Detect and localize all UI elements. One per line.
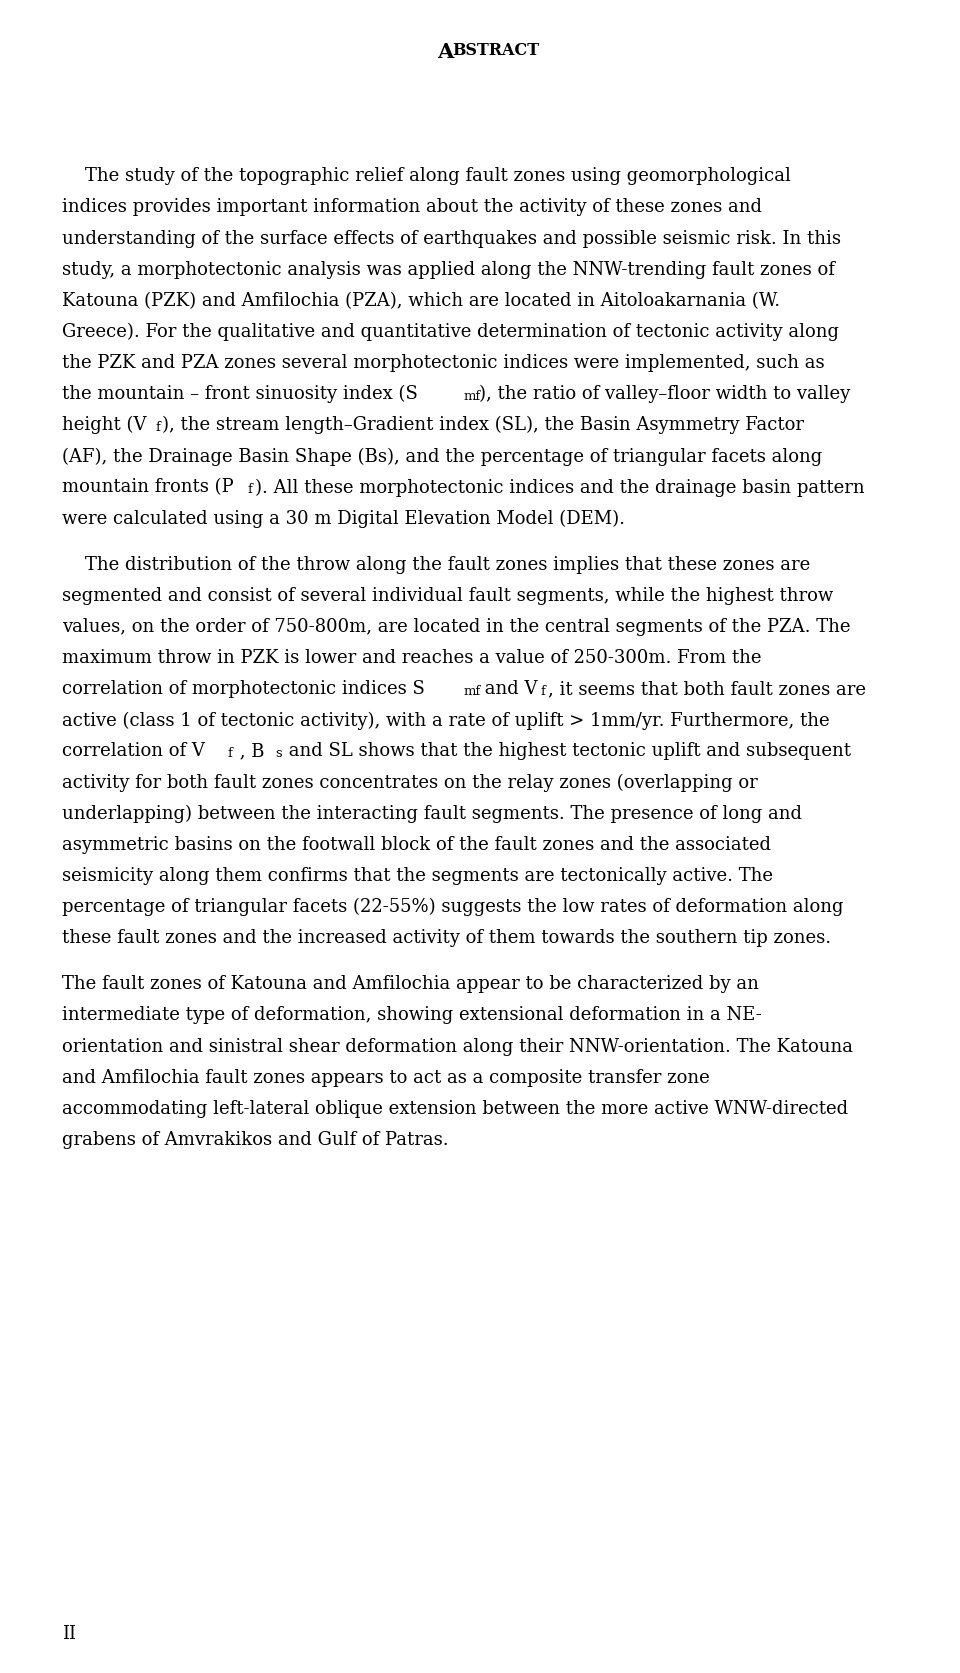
Text: Katouna (PZK) and Amfilochia (PZA), which are located in Aitoloakarnania (W.: Katouna (PZK) and Amfilochia (PZA), whic… [62,291,780,310]
Text: activity for both fault zones concentrates on the relay zones (overlapping or: activity for both fault zones concentrat… [62,773,758,791]
Text: asymmetric basins on the footwall block of the fault zones and the associated: asymmetric basins on the footwall block … [62,836,772,853]
Text: mf: mf [464,390,481,403]
Text: indices provides important information about the activity of these zones and: indices provides important information a… [62,199,762,216]
Text: percentage of triangular facets (22-55%) suggests the low rates of deformation a: percentage of triangular facets (22-55%)… [62,898,844,917]
Text: The fault zones of Katouna and Amfilochia appear to be characterized by an: The fault zones of Katouna and Amfilochi… [62,975,759,994]
Text: mf: mf [464,684,481,698]
Text: ), the ratio of valley–floor width to valley: ), the ratio of valley–floor width to va… [479,385,850,403]
Text: mountain fronts (P: mountain fronts (P [62,478,234,497]
Text: correlation of V: correlation of V [62,743,205,761]
Text: A: A [437,42,453,62]
Text: study, a morphotectonic analysis was applied along the NNW-trending fault zones : study, a morphotectonic analysis was app… [62,261,835,279]
Text: ), the stream length–Gradient index (SL), the Basin Asymmetry Factor: ), the stream length–Gradient index (SL)… [162,417,804,435]
Text: f: f [248,483,252,497]
Text: and SL shows that the highest tectonic uplift and subsequent: and SL shows that the highest tectonic u… [283,743,852,761]
Text: ). All these morphotectonic indices and the drainage basin pattern: ). All these morphotectonic indices and … [255,478,865,497]
Text: f: f [155,422,160,433]
Text: grabens of Amvrakikos and Gulf of Patras.: grabens of Amvrakikos and Gulf of Patras… [62,1131,449,1149]
Text: Greece). For the qualitative and quantitative determination of tectonic activity: Greece). For the qualitative and quantit… [62,323,839,341]
Text: seismicity along them confirms that the segments are tectonically active. The: seismicity along them confirms that the … [62,867,774,885]
Text: the PZK and PZA zones several morphotectonic indices were implemented, such as: the PZK and PZA zones several morphotect… [62,355,825,371]
Text: intermediate type of deformation, showing extensional deformation in a NE-: intermediate type of deformation, showin… [62,1007,762,1024]
Text: f: f [228,748,232,760]
Text: understanding of the surface effects of earthquakes and possible seismic risk. I: understanding of the surface effects of … [62,229,841,248]
Text: height (V: height (V [62,417,147,435]
Text: these fault zones and the increased activity of them towards the southern tip zo: these fault zones and the increased acti… [62,929,831,947]
Text: II: II [62,1624,77,1643]
Text: values, on the order of 750-800m, are located in the central segments of the PZA: values, on the order of 750-800m, are lo… [62,617,851,636]
Text: , it seems that both fault zones are: , it seems that both fault zones are [548,681,866,698]
Text: maximum throw in PZK is lower and reaches a value of 250-300m. From the: maximum throw in PZK is lower and reache… [62,649,762,668]
Text: (AF), the Drainage Basin Shape (Bs), and the percentage of triangular facets alo: (AF), the Drainage Basin Shape (Bs), and… [62,447,823,465]
Text: and Amfilochia fault zones appears to act as a composite transfer zone: and Amfilochia fault zones appears to ac… [62,1069,710,1087]
Text: orientation and sinistral shear deformation along their NNW-orientation. The Kat: orientation and sinistral shear deformat… [62,1037,853,1056]
Text: underlapping) between the interacting fault segments. The presence of long and: underlapping) between the interacting fa… [62,805,803,823]
Text: and V: and V [479,681,538,698]
Text: the mountain – front sinuosity index (S: the mountain – front sinuosity index (S [62,385,419,403]
Text: s: s [276,748,282,760]
Text: BSTRACT: BSTRACT [452,42,540,59]
Text: f: f [540,684,545,698]
Text: correlation of morphotectonic indices S: correlation of morphotectonic indices S [62,681,425,698]
Text: , B: , B [234,743,265,761]
Text: active (class 1 of tectonic activity), with a rate of uplift > 1mm/yr. Furthermo: active (class 1 of tectonic activity), w… [62,711,830,729]
Text: were calculated using a 30 m Digital Elevation Model (DEM).: were calculated using a 30 m Digital Ele… [62,510,625,529]
Text: The study of the topographic relief along fault zones using geomorphological: The study of the topographic relief alon… [62,167,791,186]
Text: segmented and consist of several individual fault segments, while the highest th: segmented and consist of several individ… [62,587,833,606]
Text: accommodating left-lateral oblique extension between the more active WNW-directe: accommodating left-lateral oblique exten… [62,1099,849,1118]
Text: The distribution of the throw along the fault zones implies that these zones are: The distribution of the throw along the … [62,555,810,574]
